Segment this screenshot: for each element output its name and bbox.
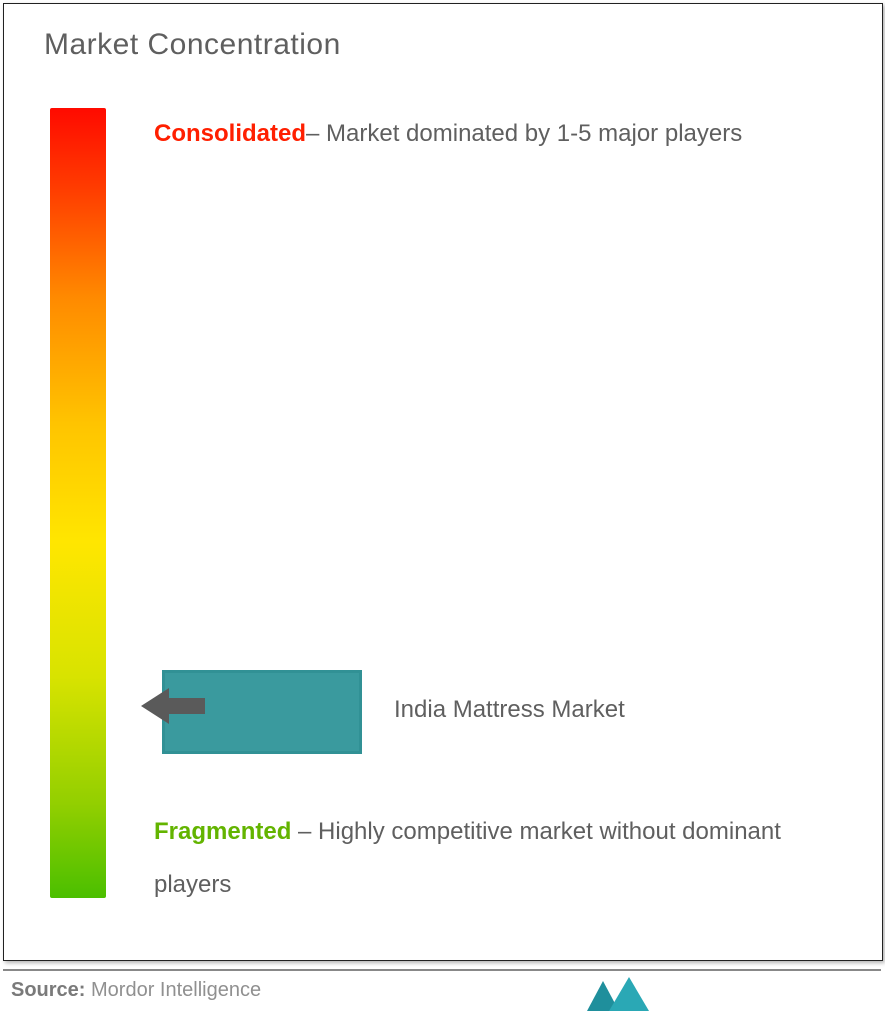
source-label: Source:	[11, 979, 85, 1001]
title: Market Concentration	[44, 28, 341, 62]
fragmented-label: Fragmented	[154, 818, 291, 845]
source-value: Mordor Intelligence	[85, 979, 261, 1001]
footer: Source: Mordor Intelligence	[3, 969, 881, 1009]
source-text: Source: Mordor Intelligence	[11, 979, 261, 1002]
consolidated-description: Consolidated– Market dominated by 1-5 ma…	[154, 108, 842, 161]
consolidated-label: Consolidated	[154, 120, 306, 147]
fragmented-description: Fragmented – Highly competitive market w…	[154, 806, 842, 912]
brand-logo-icon	[587, 977, 661, 1011]
marker-arrow-left-icon	[141, 686, 205, 726]
consolidated-text: – Market dominated by 1-5 major players	[306, 120, 742, 147]
market-name: India Mattress Market	[394, 696, 625, 724]
concentration-scale-bar	[50, 108, 106, 898]
infographic-frame: Market Concentration Consolidated– Marke…	[3, 3, 883, 961]
